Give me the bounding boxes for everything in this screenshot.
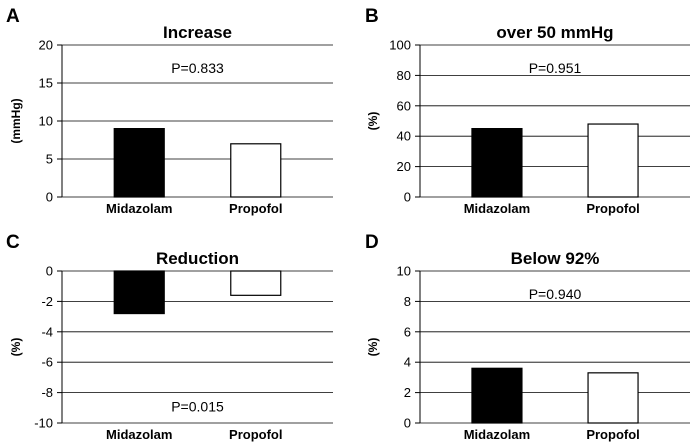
category-label: Midazolam bbox=[106, 201, 172, 216]
bar-midazolam bbox=[471, 367, 523, 424]
category-label: Midazolam bbox=[106, 427, 172, 442]
y-tick-label: 6 bbox=[404, 324, 411, 339]
y-tick-label: -4 bbox=[41, 324, 53, 339]
p-value-annotation: P=0.833 bbox=[171, 60, 224, 76]
category-label: Midazolam bbox=[464, 427, 530, 442]
category-label: Midazolam bbox=[464, 201, 530, 216]
y-axis-label: (%) bbox=[366, 112, 380, 131]
y-axis-label: (%) bbox=[9, 338, 23, 357]
y-tick-label: 0 bbox=[46, 264, 53, 279]
y-tick-label: 0 bbox=[46, 190, 53, 205]
bar-midazolam bbox=[113, 270, 165, 315]
y-tick-label: -6 bbox=[41, 355, 53, 370]
y-tick-label: 4 bbox=[404, 355, 411, 370]
y-tick-label: 60 bbox=[397, 98, 411, 113]
p-value-annotation: P=0.015 bbox=[171, 398, 224, 414]
y-tick-label: 2 bbox=[404, 385, 411, 400]
y-tick-label: 10 bbox=[397, 264, 411, 279]
panel-letter: C bbox=[6, 232, 20, 253]
category-label: Propofol bbox=[586, 201, 639, 216]
y-tick-label: -2 bbox=[41, 294, 53, 309]
bar-midazolam bbox=[113, 128, 165, 198]
y-tick-label: 5 bbox=[46, 152, 53, 167]
bar-propofol bbox=[230, 143, 282, 198]
y-tick-label: 20 bbox=[39, 38, 53, 53]
y-tick-label: 100 bbox=[389, 38, 411, 53]
p-value-annotation: P=0.951 bbox=[529, 60, 582, 76]
y-tick-label: 8 bbox=[404, 294, 411, 309]
panel-letter: B bbox=[365, 6, 379, 27]
panel-letter: D bbox=[365, 232, 379, 253]
bar-propofol bbox=[230, 270, 282, 296]
bar-midazolam bbox=[471, 128, 523, 198]
y-axis-label: (mmHg) bbox=[9, 98, 23, 143]
category-label: Propofol bbox=[229, 201, 282, 216]
chart-title: over 50 mmHg bbox=[496, 23, 613, 42]
category-label: Propofol bbox=[586, 427, 639, 442]
y-tick-label: 15 bbox=[39, 76, 53, 91]
y-tick-label: -8 bbox=[41, 385, 53, 400]
panel-letter: A bbox=[6, 6, 20, 27]
y-tick-label: 0 bbox=[404, 190, 411, 205]
y-axis-label: (%) bbox=[366, 338, 380, 357]
bar-propofol bbox=[587, 372, 639, 424]
bar-propofol bbox=[587, 123, 639, 198]
category-label: Propofol bbox=[229, 427, 282, 442]
y-tick-label: 20 bbox=[397, 159, 411, 174]
p-value-annotation: P=0.940 bbox=[529, 286, 582, 302]
chart-title: Increase bbox=[163, 23, 232, 42]
y-tick-label: -10 bbox=[34, 416, 53, 431]
y-tick-label: 10 bbox=[39, 114, 53, 129]
chart-title: Reduction bbox=[156, 249, 239, 268]
y-tick-label: 80 bbox=[397, 68, 411, 83]
y-tick-label: 40 bbox=[397, 129, 411, 144]
chart-title: Below 92% bbox=[511, 249, 600, 268]
y-tick-label: 0 bbox=[404, 416, 411, 431]
